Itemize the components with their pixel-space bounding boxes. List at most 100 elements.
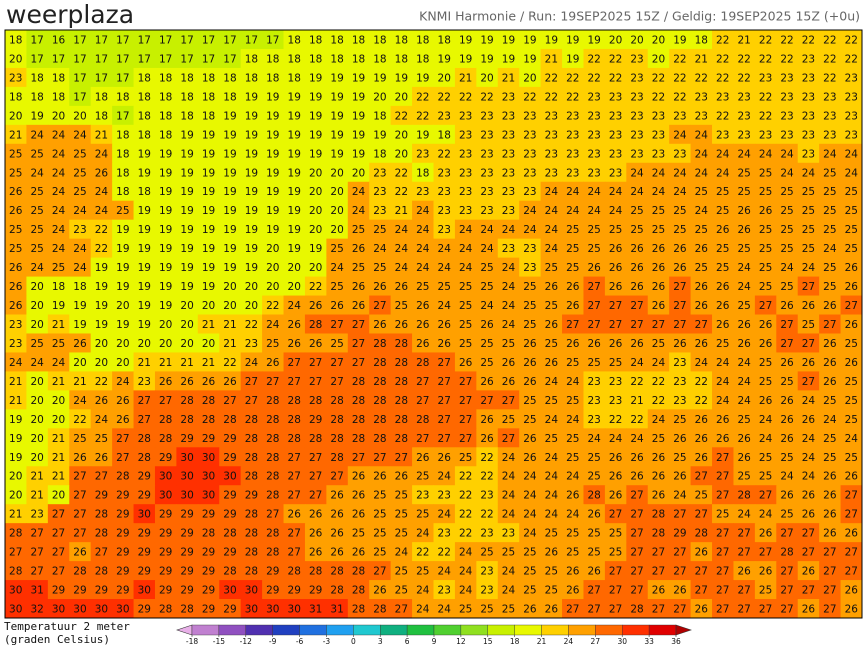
temp-label: 25: [845, 186, 858, 198]
temp-cell: [497, 314, 520, 334]
temp-cell: [540, 30, 563, 50]
temp-cell: [262, 333, 285, 353]
temp-cell: [176, 352, 199, 372]
temp-label: 27: [288, 357, 301, 369]
temp-label: 18: [330, 53, 343, 65]
temp-label: 25: [780, 186, 793, 198]
temp-label: 29: [180, 528, 193, 540]
temp-cell: [240, 314, 263, 334]
temp-cell: [47, 257, 70, 278]
temp-label: 29: [223, 433, 236, 445]
temp-cell: [819, 314, 842, 334]
temp-cell: [604, 162, 627, 183]
temp-label: 19: [588, 34, 601, 46]
temp-label: 27: [609, 319, 622, 331]
temp-label: 25: [480, 338, 493, 350]
temp-label: 26: [759, 205, 773, 217]
temp-cell: [26, 333, 49, 353]
temp-cell: [476, 124, 499, 145]
temp-label: 22: [780, 53, 793, 65]
temp-cell: [626, 143, 649, 164]
temp-label: 26: [823, 490, 837, 502]
temp-label: 23: [780, 110, 793, 122]
map-grid: 18 17 16 17 17 17 17 17 17 17 17 17 17 18 18 18 18 18 18 18…: [5, 30, 863, 619]
temp-cell: [690, 276, 713, 297]
temp-label: 25: [416, 471, 429, 483]
temp-label: 29: [288, 585, 301, 597]
temp-cell: [197, 257, 220, 278]
temp-label: 24: [545, 471, 559, 483]
temp-label: 19: [95, 300, 108, 312]
temp-cell: [369, 352, 392, 372]
temp-cell: [262, 143, 285, 164]
temp-label: 22: [438, 547, 451, 559]
temp-cell: [797, 276, 820, 297]
temp-cell: [712, 181, 734, 202]
temp-label: 19: [180, 224, 193, 236]
temp-label: 19: [459, 53, 472, 65]
temp-cell: [497, 352, 520, 372]
temp-label: 24: [52, 224, 66, 236]
temp-label: 26: [502, 357, 516, 369]
temp-cell: [647, 352, 670, 372]
temp-label: 28: [73, 566, 86, 578]
temp-cell: [262, 352, 285, 372]
temp-label: 19: [352, 72, 365, 84]
temp-label: 26: [588, 509, 602, 521]
temp-label: 27: [695, 471, 708, 483]
temp-cell: [176, 295, 199, 316]
temp-label: 19: [523, 53, 536, 65]
temp-label: 20: [52, 414, 65, 426]
temp-label: 22: [566, 91, 579, 103]
temp-cell: [562, 352, 584, 372]
colorbar-tick-label: 15: [483, 637, 493, 646]
temp-label: 27: [52, 509, 65, 521]
temp-cell: [69, 276, 92, 297]
temp-label: 24: [459, 585, 473, 597]
temp-label: 19: [180, 205, 193, 217]
temp-cell: [540, 143, 563, 164]
colorbar-tick-label: 36: [671, 637, 681, 646]
temp-cell: [369, 67, 392, 88]
temp-cell: [240, 30, 263, 50]
temp-label: 22: [480, 91, 493, 103]
temp-label: 24: [802, 471, 816, 483]
temp-label: 28: [180, 414, 193, 426]
temp-label: 25: [566, 357, 579, 369]
temp-cell: [90, 143, 113, 164]
temp-cell: [476, 30, 499, 50]
temp-label: 26: [823, 471, 837, 483]
temp-cell: [797, 124, 820, 145]
temp-label: 25: [523, 585, 536, 597]
temp-label: 25: [845, 452, 858, 464]
temp-cell: [390, 143, 413, 164]
temp-label: 22: [395, 110, 408, 122]
temp-cell: [412, 181, 434, 202]
temp-label: 24: [438, 471, 452, 483]
temp-label: 28: [330, 395, 343, 407]
temp-label: 26: [480, 433, 494, 445]
temp-label: 24: [716, 148, 730, 160]
temp-cell: [583, 295, 606, 316]
temp-cell: [840, 30, 863, 50]
temp-label: 25: [780, 224, 793, 236]
temp-cell: [369, 219, 392, 240]
temp-cell: [26, 352, 49, 372]
temp-label: 20: [30, 300, 43, 312]
temp-label: 23: [502, 129, 515, 141]
temp-label: 26: [480, 319, 494, 331]
temp-cell: [562, 219, 584, 240]
temp-cell: [112, 314, 135, 334]
temp-cell: [347, 181, 370, 202]
temp-cell: [497, 295, 520, 316]
temp-label: 22: [223, 357, 236, 369]
temp-label: 22: [395, 167, 408, 179]
colorbar-band: [353, 624, 381, 636]
temp-cell: [26, 295, 49, 316]
temp-label: 25: [823, 452, 836, 464]
temp-cell: [819, 48, 842, 69]
temp-label: 24: [823, 414, 837, 426]
temp-label: 26: [695, 243, 709, 255]
legend-title: Temperatuur 2 meter: [4, 620, 130, 633]
temp-label: 25: [566, 262, 579, 274]
